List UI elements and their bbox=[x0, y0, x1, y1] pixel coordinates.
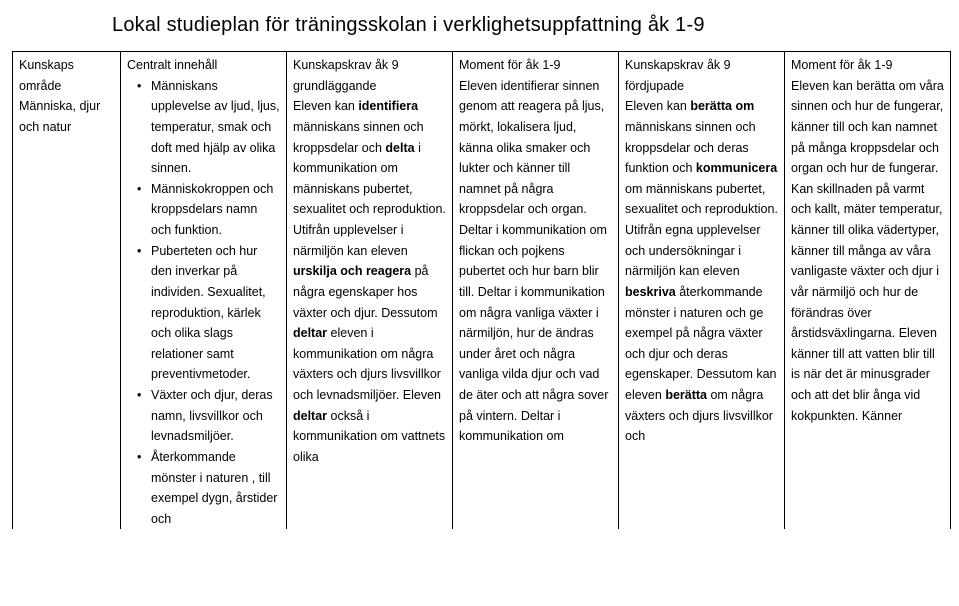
bold-text: beskriva bbox=[625, 285, 676, 299]
bold-text: berätta om bbox=[690, 99, 754, 113]
list-item: Växter och djur, deras namn, livsvillkor… bbox=[139, 385, 280, 447]
bold-text: deltar bbox=[293, 326, 327, 340]
body-text: Eleven kan berätta om våra sinnen och hu… bbox=[791, 76, 944, 427]
cell-area: Kunskaps område Människa, djur och natur bbox=[13, 52, 121, 530]
bold-text: identifiera bbox=[358, 99, 418, 113]
curriculum-table: Kunskaps område Människa, djur och natur… bbox=[12, 51, 951, 529]
bullet-list: Människans upplevelse av ljud, ljus, tem… bbox=[127, 76, 280, 530]
header-text: Centralt innehåll bbox=[127, 55, 280, 76]
bold-text: urskilja och reagera bbox=[293, 264, 411, 278]
body-text: om människans pubertet, sexualitet och r… bbox=[625, 182, 778, 279]
page-title: Lokal studieplan för träningsskolan i ve… bbox=[112, 14, 947, 37]
cell-moment-1: Moment för åk 1-9 Eleven identifierar si… bbox=[453, 52, 619, 530]
header-text: Moment för åk 1-9 bbox=[459, 55, 612, 76]
bold-text: kommunicera bbox=[696, 161, 777, 175]
body-text: Eleven kan bbox=[293, 99, 358, 113]
list-item: Människans upplevelse av ljud, ljus, tem… bbox=[139, 76, 280, 179]
bold-text: deltar bbox=[293, 409, 327, 423]
list-item: Puberteten och hur den inverkar på indiv… bbox=[139, 241, 280, 385]
cell-req-advanced: Kunskapskrav åk 9 fördjupade Eleven kan … bbox=[619, 52, 785, 530]
table-row: Kunskaps område Människa, djur och natur… bbox=[13, 52, 951, 530]
cell-req-basic: Kunskapskrav åk 9 grundläggande Eleven k… bbox=[287, 52, 453, 530]
header-text: Kunskapskrav åk 9 fördjupade bbox=[625, 55, 778, 96]
bold-text: berätta bbox=[665, 388, 707, 402]
body-text: Eleven identifierar sinnen genom att rea… bbox=[459, 76, 612, 447]
list-item: Människokroppen och kroppsdelars namn oc… bbox=[139, 179, 280, 241]
body-text: återkommande mönster i naturen och ge ex… bbox=[625, 285, 776, 402]
header-text: Moment för åk 1-9 bbox=[791, 55, 944, 76]
header-text: Kunskapskrav åk 9 grundläggande bbox=[293, 55, 446, 96]
area-text: Människa, djur och natur bbox=[19, 96, 114, 137]
list-item: Återkommande mönster i naturen , till ex… bbox=[139, 447, 280, 530]
body-text: i kommunikation om människans pubertet, … bbox=[293, 141, 446, 258]
header-text: Kunskaps område bbox=[19, 55, 114, 96]
bold-text: delta bbox=[385, 141, 414, 155]
cell-moment-2: Moment för åk 1-9 Eleven kan berätta om … bbox=[785, 52, 951, 530]
cell-central-content: Centralt innehåll Människans upplevelse … bbox=[121, 52, 287, 530]
body-text: Eleven kan bbox=[625, 99, 690, 113]
